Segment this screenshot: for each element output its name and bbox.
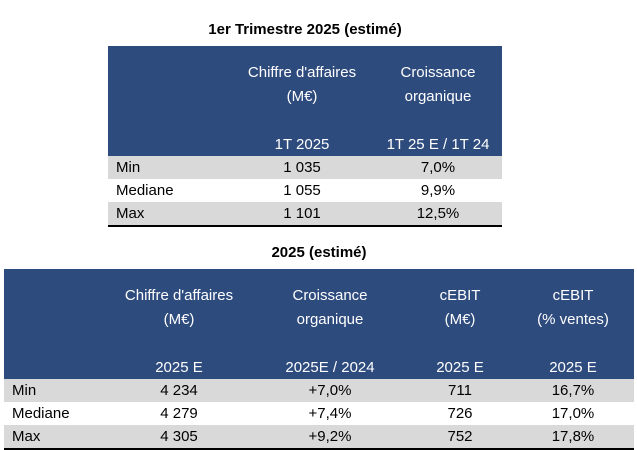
cell-growth: +7,4%: [252, 402, 408, 425]
table2-sub-empty: [4, 355, 106, 379]
row-label: Min: [4, 379, 106, 402]
header-line1: Croissance: [292, 287, 368, 304]
cell-growth: 7,0%: [374, 156, 502, 179]
header-line2: (% ventes): [537, 311, 609, 328]
table1-title: 1er Trimestre 2025 (estimé): [208, 21, 402, 38]
table1-sub-revenue: 1T 2025: [230, 132, 374, 156]
header-line2: organique: [296, 311, 364, 328]
table2-subheader-row: 2025 E 2025E / 2024 2025 E 2025 E: [4, 355, 634, 379]
header-line1: cEBIT: [439, 287, 481, 304]
cell-revenue: 4 279: [106, 402, 252, 425]
header-line1: Croissance: [400, 64, 476, 81]
table1-header-empty: [108, 46, 230, 132]
row-label: Max: [4, 425, 106, 450]
cell-cebit: 711: [408, 379, 512, 402]
table1-subheader-row: 1T 2025 1T 25 E / 1T 24: [108, 132, 502, 156]
table2-header-row: Chiffre d'affaires (M€) Croissance organ…: [4, 269, 634, 355]
cell-growth: 12,5%: [374, 202, 502, 227]
cell-growth: 9,9%: [374, 179, 502, 202]
header-line1: cEBIT: [552, 287, 594, 304]
cell-cebit-pct: 17,8%: [512, 425, 634, 450]
table-row: Min 1 035 7,0%: [108, 156, 502, 179]
header-line2: organique: [404, 88, 472, 105]
header-line2: (M€): [163, 311, 195, 328]
fy-2025-table: Chiffre d'affaires (M€) Croissance organ…: [4, 269, 634, 450]
table-row: Mediane 4 279 +7,4% 726 17,0%: [4, 402, 634, 425]
header-line2: (M€): [286, 88, 318, 105]
table2-header-empty: [4, 269, 106, 355]
table2-sub-growth: 2025E / 2024: [252, 355, 408, 379]
cell-revenue: 4 234: [106, 379, 252, 402]
cell-revenue: 1 035: [230, 156, 374, 179]
row-label: Mediane: [108, 179, 230, 202]
cell-cebit-pct: 17,0%: [512, 402, 634, 425]
cell-revenue: 4 305: [106, 425, 252, 450]
table2-header-cebit: cEBIT (M€): [408, 269, 512, 355]
row-label: Max: [108, 202, 230, 227]
header-line1: Chiffre d'affaires: [124, 287, 234, 304]
table2-sub-revenue: 2025 E: [106, 355, 252, 379]
cell-growth: +9,2%: [252, 425, 408, 450]
table1-header-revenue: Chiffre d'affaires (M€): [230, 46, 374, 132]
cell-revenue: 1 101: [230, 202, 374, 227]
cell-cebit-pct: 16,7%: [512, 379, 634, 402]
row-label: Mediane: [4, 402, 106, 425]
header-line2: (M€): [444, 311, 476, 328]
header-line1: Chiffre d'affaires: [247, 64, 357, 81]
table1-sub-empty: [108, 132, 230, 156]
row-label: Min: [108, 156, 230, 179]
cell-cebit: 726: [408, 402, 512, 425]
table-row: Min 4 234 +7,0% 711 16,7%: [4, 379, 634, 402]
table-row: Max 4 305 +9,2% 752 17,8%: [4, 425, 634, 450]
cell-cebit: 752: [408, 425, 512, 450]
table2-header-cebit-pct: cEBIT (% ventes): [512, 269, 634, 355]
q1-2025-table: Chiffre d'affaires (M€) Croissance organ…: [108, 46, 502, 227]
table1-header-row: Chiffre d'affaires (M€) Croissance organ…: [108, 46, 502, 132]
table2-header-growth: Croissance organique: [252, 269, 408, 355]
cell-revenue: 1 055: [230, 179, 374, 202]
cell-growth: +7,0%: [252, 379, 408, 402]
table2-sub-cebit-pct: 2025 E: [512, 355, 634, 379]
table2-title: 2025 (estimé): [271, 244, 367, 261]
table1-header-growth: Croissance organique: [374, 46, 502, 132]
table-row: Max 1 101 12,5%: [108, 202, 502, 227]
table-row: Mediane 1 055 9,9%: [108, 179, 502, 202]
table1-sub-growth: 1T 25 E / 1T 24: [374, 132, 502, 156]
table2-header-revenue: Chiffre d'affaires (M€): [106, 269, 252, 355]
table2-sub-cebit: 2025 E: [408, 355, 512, 379]
